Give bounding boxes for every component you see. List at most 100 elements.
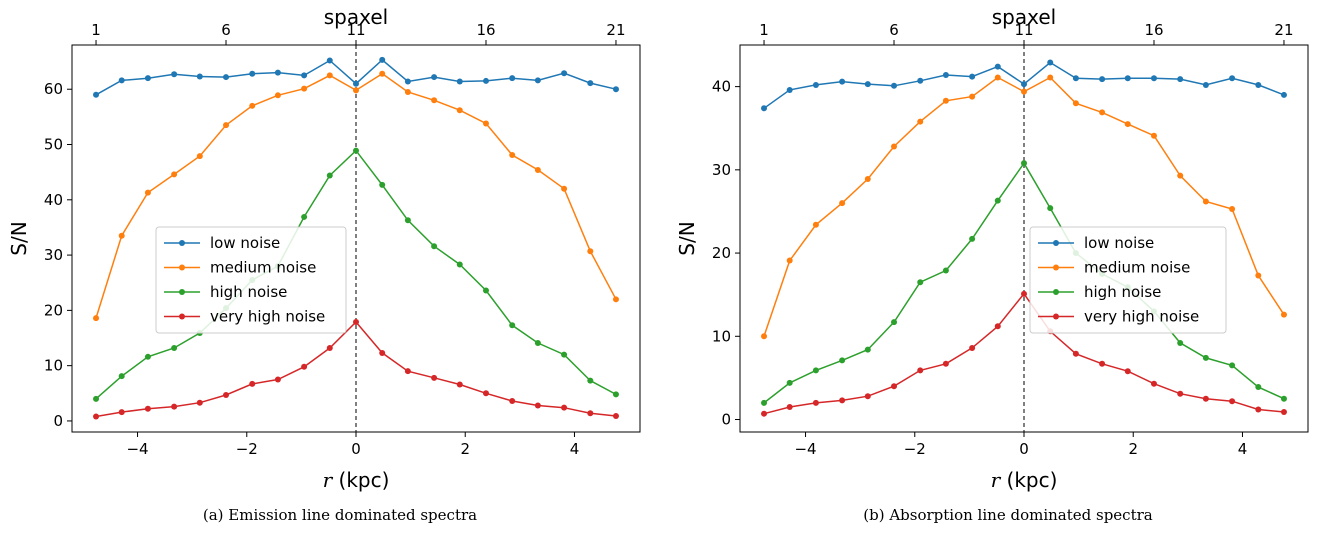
data-point	[761, 410, 768, 417]
data-point	[812, 399, 819, 406]
data-point	[864, 393, 871, 400]
data-point	[1124, 121, 1131, 128]
data-point	[786, 404, 793, 411]
legend-entry: high noise	[164, 283, 287, 301]
data-point	[379, 181, 386, 188]
data-point	[93, 91, 100, 98]
legend-label: medium noise	[210, 259, 316, 277]
top-tick-label: 16	[476, 21, 495, 39]
data-point	[812, 81, 819, 88]
x-tick-label: 2	[1128, 440, 1138, 458]
y-axis-label: S/N	[675, 221, 699, 255]
data-point	[761, 105, 768, 112]
data-point	[612, 86, 619, 93]
data-point	[144, 189, 151, 196]
y-tick-label: 20	[44, 301, 63, 319]
data-point	[274, 69, 281, 76]
data-point	[942, 267, 949, 274]
data-point	[223, 122, 230, 129]
data-point	[274, 376, 281, 383]
y-tick-label: 20	[712, 244, 731, 262]
data-point	[118, 77, 125, 84]
legend-swatch-marker	[179, 264, 185, 271]
x-axis-label-var: r	[323, 468, 334, 492]
data-point	[118, 232, 125, 239]
data-point	[196, 73, 203, 80]
legend-label: very high noise	[1084, 308, 1199, 326]
data-point	[353, 80, 359, 87]
data-point	[301, 72, 308, 79]
data-point	[864, 346, 871, 353]
x-axis-label-unit: (kpc)	[332, 468, 389, 492]
top-tick-label: 21	[606, 21, 625, 39]
data-point	[509, 398, 516, 405]
data-point	[482, 390, 489, 397]
y-tick-label: 0	[53, 412, 63, 430]
data-point	[353, 87, 359, 94]
data-point	[1047, 205, 1054, 212]
legend-swatch-marker	[179, 240, 185, 246]
data-point	[1099, 76, 1106, 83]
data-point	[864, 81, 871, 88]
data-point	[144, 353, 151, 360]
data-point	[612, 412, 619, 419]
data-point	[1021, 81, 1027, 88]
data-point	[969, 235, 976, 242]
data-point	[1202, 395, 1209, 402]
y-tick-label: 50	[44, 136, 63, 154]
data-point	[612, 296, 619, 303]
data-point	[301, 213, 308, 220]
series-high-noise	[761, 160, 1287, 406]
legend-entry: very high noise	[1038, 308, 1199, 326]
data-point	[1099, 109, 1106, 116]
data-point	[456, 261, 463, 268]
x-axis-label: r (kpc)	[323, 468, 390, 492]
y-tick-label: 40	[44, 191, 63, 209]
top-tick-label: 1	[759, 21, 769, 39]
data-point	[1229, 398, 1236, 405]
data-point	[1229, 205, 1236, 212]
data-point	[118, 373, 125, 380]
data-point	[1124, 368, 1131, 375]
y-axis-label: S/N	[7, 221, 31, 255]
data-point	[917, 118, 924, 125]
data-point	[1177, 390, 1184, 397]
data-point	[144, 405, 151, 412]
legend-label: high noise	[210, 283, 287, 301]
top-tick-label: 16	[1144, 21, 1163, 39]
legend-swatch-marker	[1053, 240, 1059, 246]
series-very-high-noise	[93, 318, 619, 420]
data-point	[1150, 380, 1157, 387]
data-point	[786, 379, 793, 386]
data-point	[1202, 198, 1209, 205]
data-point	[1072, 100, 1079, 107]
data-point	[994, 74, 1001, 81]
data-point	[431, 243, 438, 250]
series-low-noise	[93, 56, 619, 98]
data-point	[812, 367, 819, 374]
legend-entry: very high noise	[164, 308, 325, 326]
data-point	[509, 75, 516, 82]
data-point	[1072, 350, 1079, 357]
data-point	[891, 383, 898, 390]
x-axis-label-var: r	[991, 468, 1002, 492]
data-point	[1047, 59, 1054, 66]
data-point	[1099, 360, 1106, 367]
y-tick-label: 30	[712, 161, 731, 179]
data-point	[249, 70, 256, 77]
data-point	[482, 120, 489, 127]
data-point	[1124, 75, 1131, 82]
data-point	[353, 318, 359, 325]
data-point	[1255, 81, 1262, 88]
series-low-noise	[761, 59, 1287, 112]
data-point	[917, 279, 924, 286]
y-tick-label: 10	[712, 327, 731, 345]
data-point	[1280, 409, 1287, 416]
data-point	[1280, 311, 1287, 318]
data-point	[917, 77, 924, 84]
x-axis-label-unit: (kpc)	[1000, 468, 1057, 492]
data-point	[839, 397, 846, 404]
legend-box	[1029, 226, 1227, 334]
data-point	[612, 391, 619, 398]
